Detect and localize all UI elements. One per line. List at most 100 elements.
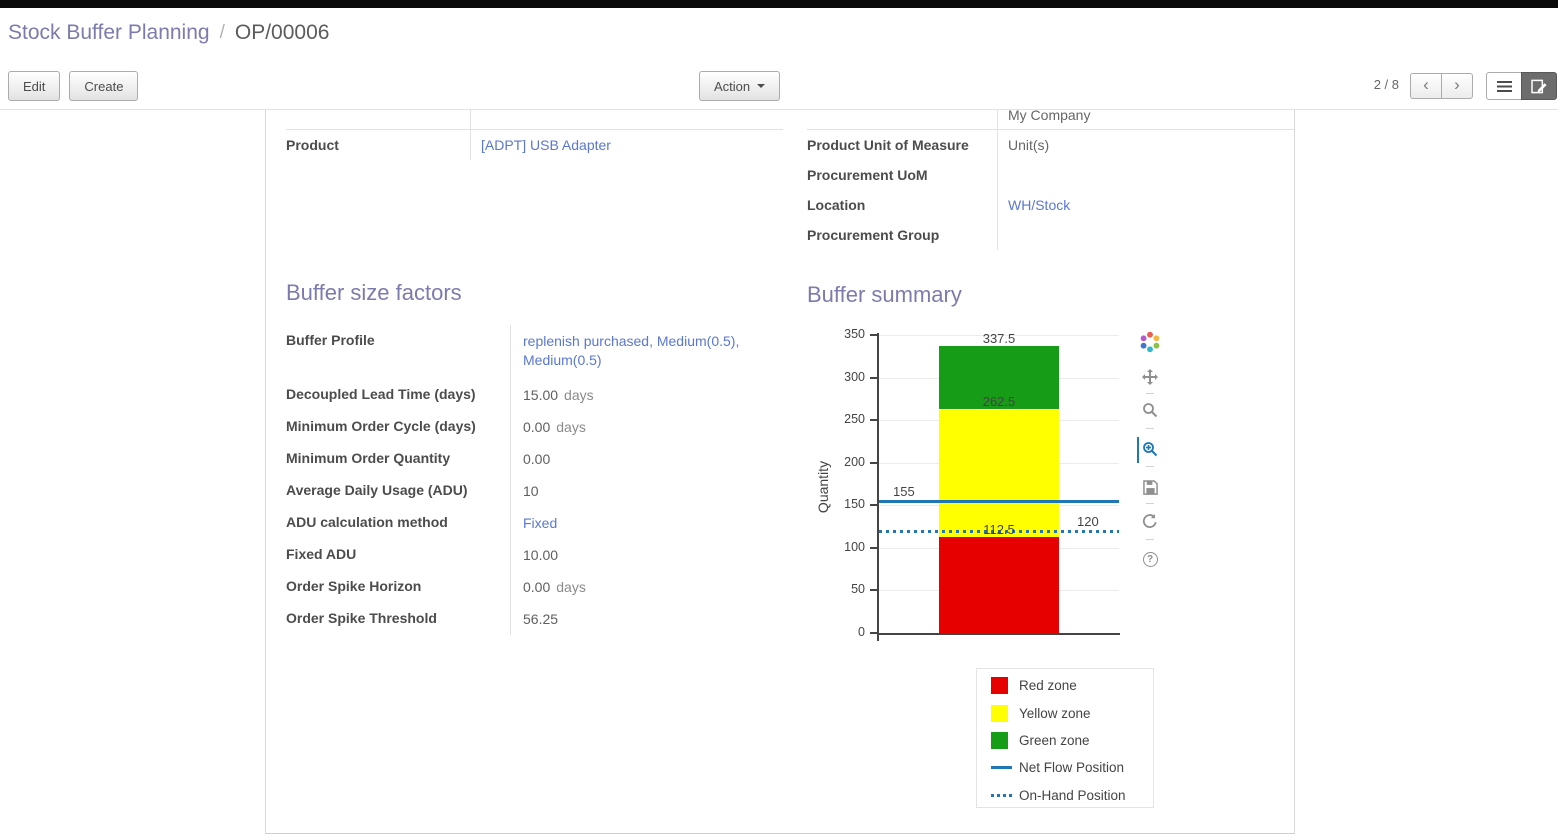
right-field-group: My Company Product Unit of Measure Unit(… xyxy=(807,110,1294,250)
factor-value: 0.00 xyxy=(523,451,551,467)
factor-value: 15.00 xyxy=(523,387,559,403)
buffer-factors-table: Buffer Profile replenish purchased, Medi… xyxy=(286,325,786,635)
axis-x xyxy=(877,633,1120,635)
legend-label: Green zone xyxy=(1019,732,1090,748)
legend-item-on-hand[interactable]: On-Hand Position xyxy=(977,782,1153,809)
product-link[interactable]: [ADPT] USB Adapter xyxy=(481,137,611,153)
form-row-company: My Company xyxy=(807,110,1294,130)
form-view-button[interactable] xyxy=(1521,72,1557,100)
chart-toolbar: ? xyxy=(1136,325,1170,575)
factor-label: Minimum Order Quantity xyxy=(286,443,511,475)
tick-mark xyxy=(870,461,878,464)
factor-suffix: days xyxy=(556,419,586,435)
tick-label: 0 xyxy=(858,625,865,639)
plotly-logo-icon[interactable] xyxy=(1139,331,1161,353)
chevron-left-icon: ‹ xyxy=(1423,75,1429,94)
reset-axes-icon[interactable] xyxy=(1142,513,1158,529)
toolbar-separator xyxy=(1146,539,1154,540)
chart-annotation: 262.5 xyxy=(982,393,1016,409)
factor-label: Average Daily Usage (ADU) xyxy=(286,475,511,507)
yellow-zone-swatch xyxy=(991,704,1008,722)
tick-label: 50 xyxy=(851,582,865,597)
factor-suffix: days xyxy=(556,579,586,595)
factor-label: Buffer Profile xyxy=(286,325,511,379)
pager-counter: 2 / 8 xyxy=(1373,77,1399,92)
form-row-procurement-uom: Procurement UoM xyxy=(807,160,1294,190)
zone xyxy=(939,409,1059,538)
caret-down-icon xyxy=(757,84,766,88)
factor-row-min-order-cycle: Minimum Order Cycle (days) 0.00 days xyxy=(286,411,786,443)
zoom-icon[interactable] xyxy=(1142,402,1158,418)
breadcrumb: Stock Buffer Planning / OP/00006 xyxy=(0,8,1558,58)
product-label: Product xyxy=(286,130,471,160)
legend-item-red-zone[interactable]: Red zone xyxy=(977,672,1153,699)
tick-mark xyxy=(870,504,878,507)
chart-annotation: 112.5 xyxy=(983,521,1015,537)
factor-value: 10.00 xyxy=(523,547,559,563)
flow-line xyxy=(879,500,1119,503)
factor-label: Fixed ADU xyxy=(286,539,511,571)
buffer-profile-link[interactable]: replenish purchased, Medium(0.5), Medium… xyxy=(523,333,740,368)
legend-item-net-flow[interactable]: Net Flow Position xyxy=(977,754,1153,781)
form-row-uom: Product Unit of Measure Unit(s) xyxy=(807,130,1294,160)
zone xyxy=(939,537,1059,633)
breadcrumb-separator: / xyxy=(219,22,225,43)
company-value: My Company xyxy=(1008,110,1091,123)
factor-label: ADU calculation method xyxy=(286,507,511,539)
chart-annotation: 337.5 xyxy=(982,330,1016,346)
toolbar-separator xyxy=(1146,428,1154,429)
legend-item-yellow-zone[interactable]: Yellow zone xyxy=(977,699,1153,726)
chevron-right-icon: › xyxy=(1454,75,1460,94)
breadcrumb-parent-link[interactable]: Stock Buffer Planning xyxy=(8,21,210,44)
list-view-button[interactable] xyxy=(1486,72,1522,100)
legend-item-green-zone[interactable]: Green zone xyxy=(977,727,1153,754)
tick-mark xyxy=(870,376,878,379)
pan-icon[interactable] xyxy=(1142,369,1158,385)
legend-label: Red zone xyxy=(1019,678,1077,694)
tick-mark xyxy=(870,419,878,422)
form-row-location: Location WH/Stock xyxy=(807,190,1294,220)
factor-label: Order Spike Threshold xyxy=(286,603,511,635)
net-flow-line-sample xyxy=(991,766,1012,770)
pager-previous-button[interactable]: ‹ xyxy=(1410,73,1442,99)
tick-mark xyxy=(870,589,878,592)
buffer-size-factors-title: Buffer size factors xyxy=(286,280,462,305)
uom-value: Unit(s) xyxy=(1008,137,1050,153)
factor-row-dlt: Decoupled Lead Time (days) 15.00 days xyxy=(286,379,786,411)
factor-value: 0.00 xyxy=(523,419,551,435)
factor-row-buffer-profile: Buffer Profile replenish purchased, Medi… xyxy=(286,325,786,379)
uom-label: Product Unit of Measure xyxy=(807,130,998,160)
tick-label: 150 xyxy=(844,497,865,512)
plot-area: 0 50 100 150 200 250 300 350 337.5 262.5 155 120 112… xyxy=(811,325,1173,655)
buffer-summary-title: Buffer summary xyxy=(807,282,962,307)
breadcrumb-current: OP/00006 xyxy=(234,21,330,44)
action-label: Action xyxy=(714,78,751,94)
save-icon[interactable] xyxy=(1142,479,1158,495)
procurement-group-label: Procurement Group xyxy=(807,220,998,250)
tick-label: 250 xyxy=(844,412,865,427)
tick-mark xyxy=(870,632,878,634)
tick-label: 200 xyxy=(844,454,865,469)
pager-next-button[interactable]: › xyxy=(1441,73,1473,99)
form-row-clipped xyxy=(286,110,783,130)
factor-label: Decoupled Lead Time (days) xyxy=(286,379,511,411)
factor-row-spike-horizon: Order Spike Horizon 0.00 days xyxy=(286,571,786,603)
help-icon[interactable]: ? xyxy=(1142,551,1158,567)
tick-mark xyxy=(870,334,878,336)
green-zone-swatch xyxy=(991,731,1008,749)
tick-mark xyxy=(870,546,878,549)
control-panel: Edit Create Action 2 / 8 ‹ › xyxy=(0,58,1558,110)
zoom-in-icon[interactable] xyxy=(1142,441,1158,457)
record-pager: ‹ › xyxy=(1410,73,1473,99)
adu-method-link[interactable]: Fixed xyxy=(523,515,558,531)
create-button[interactable]: Create xyxy=(69,71,139,101)
top-menu-bar xyxy=(0,0,1558,8)
field-value xyxy=(471,110,783,129)
action-dropdown-button[interactable]: Action xyxy=(699,71,781,101)
factor-row-adu-method: ADU calculation method Fixed xyxy=(286,507,786,539)
procurement-group-value xyxy=(998,220,1294,250)
edit-button[interactable]: Edit xyxy=(8,71,61,101)
dotted-line xyxy=(879,529,1119,533)
factor-row-fixed-adu: Fixed ADU 10.00 xyxy=(286,539,786,571)
location-link[interactable]: WH/Stock xyxy=(1008,197,1071,213)
